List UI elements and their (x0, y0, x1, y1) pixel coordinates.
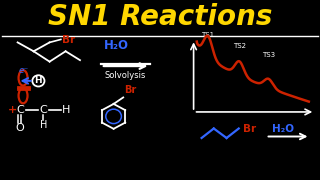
Text: O: O (15, 123, 24, 133)
Text: Br: Br (62, 35, 75, 45)
Text: TS1: TS1 (201, 32, 215, 38)
Text: H: H (35, 76, 42, 85)
Text: TS3: TS3 (262, 52, 275, 58)
Text: +: + (8, 105, 17, 115)
Text: Br: Br (124, 85, 136, 95)
Text: Br: Br (243, 124, 256, 134)
Text: H: H (62, 105, 71, 115)
Text: SN1 Reactions: SN1 Reactions (48, 3, 272, 31)
Text: C: C (16, 105, 24, 115)
Text: H: H (39, 120, 47, 130)
Text: H₂O: H₂O (272, 124, 294, 134)
Text: Solvolysis: Solvolysis (105, 71, 146, 80)
Text: H₂O: H₂O (104, 39, 129, 52)
Text: e⁻: e⁻ (19, 66, 29, 75)
Text: TS2: TS2 (233, 43, 246, 49)
Text: C: C (39, 105, 47, 115)
